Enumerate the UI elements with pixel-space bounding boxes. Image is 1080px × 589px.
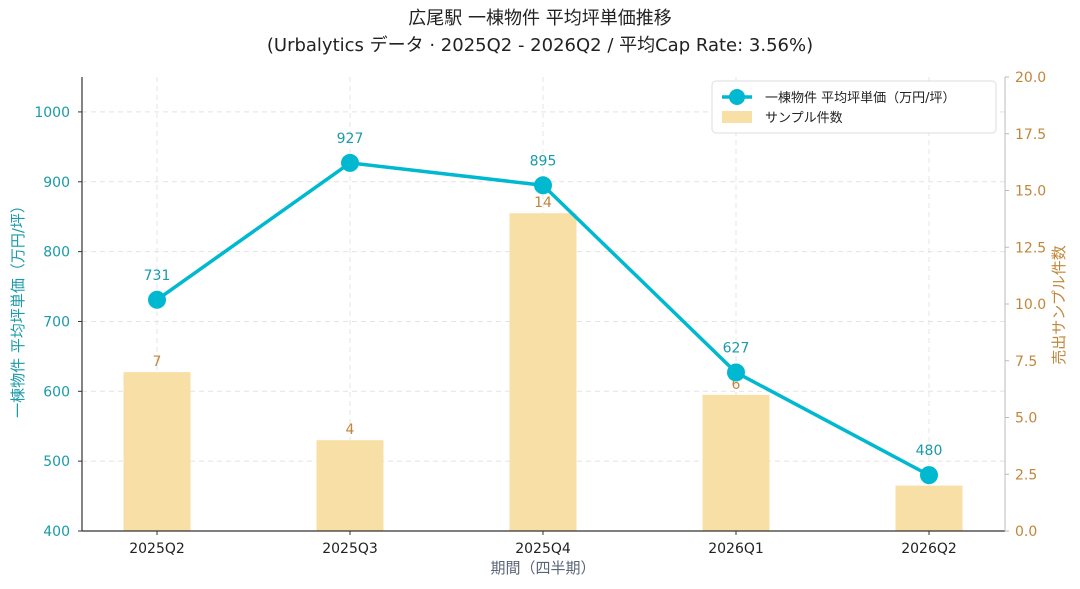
x-tick-label-2025Q2: 2025Q2 bbox=[129, 541, 185, 557]
line-value-label-2025Q4: 895 bbox=[530, 153, 557, 169]
left-tick-label-600: 600 bbox=[43, 384, 70, 400]
legend: 一棟物件 平均坪単価（万円/坪） サンプル件数 bbox=[711, 80, 997, 134]
right-tick-label-2.5: 2.5 bbox=[1015, 467, 1037, 483]
left-y-axis-label: 一棟物件 平均坪単価（万円/坪） bbox=[9, 198, 27, 418]
bar-2026Q2 bbox=[895, 485, 963, 531]
line-point-2025Q3 bbox=[341, 153, 359, 172]
x-tick-label-2025Q3: 2025Q3 bbox=[322, 541, 378, 557]
legend-bar-swatch bbox=[722, 111, 752, 123]
left-tick-label-900: 900 bbox=[43, 175, 70, 191]
x-tick-label-2026Q1: 2026Q1 bbox=[708, 541, 764, 557]
right-tick-label-15.0: 15.0 bbox=[1015, 184, 1046, 200]
left-tick-label-700: 700 bbox=[43, 314, 70, 330]
x-axis-label: 期間（四半期） bbox=[490, 559, 595, 577]
bar-value-label-2026Q1: 6 bbox=[732, 377, 741, 393]
bar-series bbox=[123, 213, 963, 531]
x-tick-label-2026Q2: 2026Q2 bbox=[901, 541, 957, 557]
right-axis-ticks: 0.0 2.5 5.0 7.5 10.0 12.5 15.0 17.5 20.0 bbox=[1005, 70, 1046, 540]
legend-box bbox=[711, 80, 997, 134]
left-tick-label-500: 500 bbox=[43, 454, 70, 470]
line-series: 731 927 895 627 480 bbox=[144, 131, 943, 485]
bar-value-labels: 7 4 14 6 bbox=[153, 195, 741, 438]
right-y-axis-label: 売出サンプル件数 bbox=[1050, 245, 1068, 365]
right-tick-label-10.0: 10.0 bbox=[1015, 297, 1046, 313]
bar-value-label-2025Q2: 7 bbox=[153, 354, 162, 370]
bar-2025Q3 bbox=[316, 440, 384, 531]
line-value-label-2026Q2: 480 bbox=[916, 443, 943, 459]
right-tick-label-5.0: 5.0 bbox=[1015, 411, 1037, 427]
right-tick-label-0.0: 0.0 bbox=[1015, 524, 1037, 540]
right-tick-label-20.0: 20.0 bbox=[1015, 70, 1046, 86]
legend-line-marker bbox=[729, 89, 745, 105]
left-tick-label-1000: 1000 bbox=[34, 105, 70, 121]
bar-2025Q2 bbox=[123, 372, 191, 531]
line-value-label-2025Q3: 927 bbox=[337, 131, 364, 147]
legend-label-bar: サンプル件数 bbox=[765, 111, 843, 126]
line-point-2026Q1 bbox=[727, 363, 745, 382]
bar-value-label-2025Q3: 4 bbox=[346, 422, 355, 438]
bar-value-label-2025Q4: 14 bbox=[534, 195, 552, 211]
line-value-label-2026Q1: 627 bbox=[723, 340, 750, 356]
line-point-2026Q2 bbox=[920, 466, 938, 485]
chart-title: 広尾駅 一棟物件 平均坪単価推移 bbox=[408, 8, 671, 29]
bar-2026Q1 bbox=[702, 394, 770, 531]
left-axis-ticks: 400 500 600 700 800 900 1000 bbox=[34, 105, 82, 540]
chart-subtitle: (Urbalytics データ · 2025Q2 - 2026Q2 / 平均Ca… bbox=[267, 35, 813, 56]
line-point-2025Q4 bbox=[534, 176, 552, 195]
legend-label-line: 一棟物件 平均坪単価（万円/坪） bbox=[765, 90, 956, 106]
x-axis-ticks: 2025Q2 2025Q3 2025Q4 2026Q1 2026Q2 bbox=[129, 531, 957, 557]
right-tick-label-7.5: 7.5 bbox=[1015, 354, 1037, 370]
right-tick-label-17.5: 17.5 bbox=[1015, 127, 1046, 143]
left-tick-label-400: 400 bbox=[43, 524, 70, 540]
line-point-2025Q2 bbox=[148, 290, 166, 309]
left-tick-label-800: 800 bbox=[43, 245, 70, 261]
x-tick-label-2025Q4: 2025Q4 bbox=[515, 541, 571, 557]
right-tick-label-12.5: 12.5 bbox=[1015, 240, 1046, 256]
bar-2025Q4 bbox=[509, 213, 577, 531]
line-value-label-2025Q2: 731 bbox=[144, 268, 171, 284]
